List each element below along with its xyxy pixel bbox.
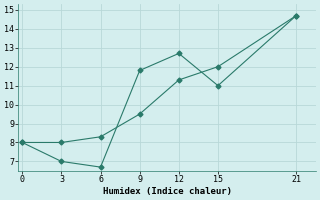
X-axis label: Humidex (Indice chaleur): Humidex (Indice chaleur) [103, 187, 232, 196]
